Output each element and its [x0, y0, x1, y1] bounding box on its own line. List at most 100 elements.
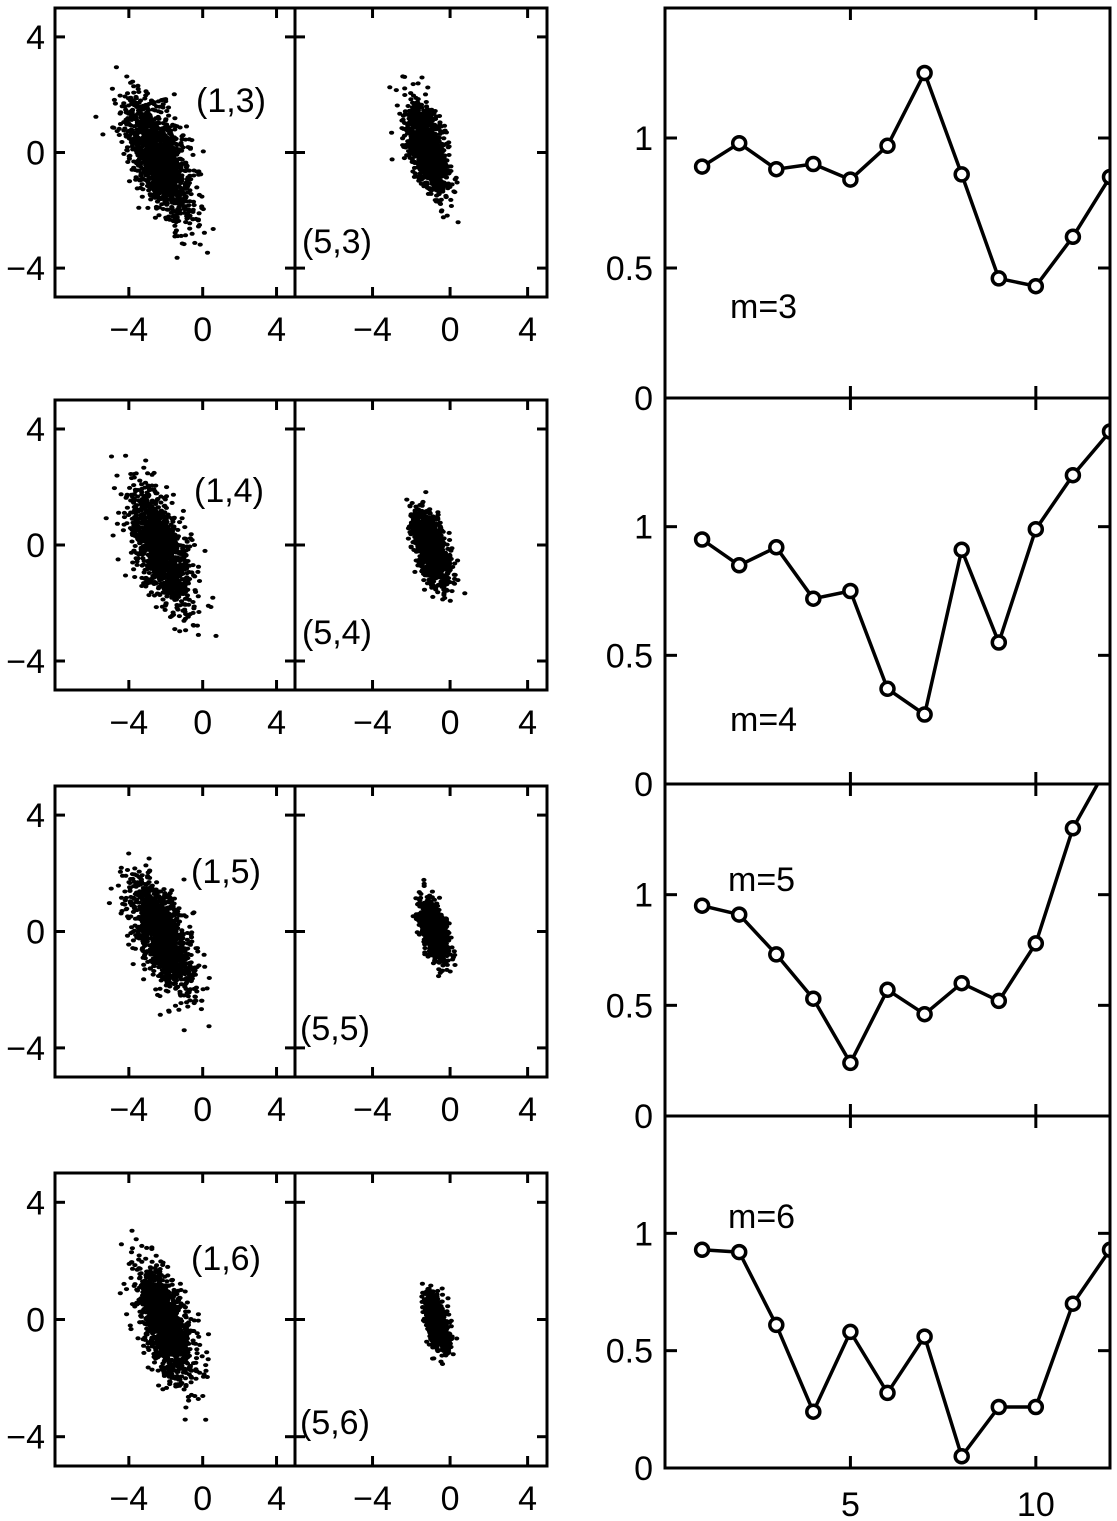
- scatter-point: [128, 80, 134, 85]
- scatter-point: [423, 548, 429, 552]
- scatter-point: [162, 607, 168, 612]
- scatter-point: [196, 172, 202, 177]
- scatter-point: [124, 145, 131, 150]
- scatter-point: [158, 500, 164, 505]
- data-point: [693, 531, 711, 548]
- scatter-point: [179, 179, 185, 183]
- scatter-point: [434, 168, 440, 173]
- scatter-point: [135, 158, 141, 163]
- scatter-point: [156, 511, 162, 516]
- scatter-points: [93, 65, 216, 260]
- scatter-point: [157, 104, 163, 109]
- scatter-point: [172, 116, 178, 121]
- scatter-point: [159, 545, 165, 549]
- scatter-point: [183, 553, 189, 558]
- scatter-point: [409, 122, 415, 127]
- scatter-point: [139, 504, 146, 509]
- scatter-point: [197, 242, 203, 247]
- scatter-point: [407, 530, 413, 534]
- scatter-point: [410, 82, 416, 87]
- scatter-point: [430, 143, 436, 148]
- scatter-point: [179, 516, 185, 521]
- scatter-point: [137, 478, 143, 483]
- scatter-point: [160, 207, 166, 211]
- scatter-point: [430, 594, 436, 599]
- scatter-point: [184, 588, 190, 593]
- scatter-point: [430, 111, 436, 116]
- scatter-point: [184, 211, 190, 216]
- scatter-point: [177, 520, 183, 525]
- scatter-point: [173, 178, 179, 183]
- scatter-point: [416, 157, 422, 162]
- data-point: [1064, 228, 1082, 246]
- scatter-point: [149, 483, 155, 488]
- scatter-point: [188, 532, 194, 537]
- scatter-point: [184, 596, 190, 601]
- data-point: [730, 134, 748, 152]
- scatter-point: [173, 157, 180, 162]
- scatter-point: [114, 473, 120, 478]
- scatter-point: [170, 138, 176, 143]
- scatter-point: [201, 230, 207, 235]
- scatter-point: [138, 125, 144, 130]
- scatter-point: [141, 465, 147, 470]
- scatter-point: [136, 205, 142, 210]
- scatter-point: [155, 561, 161, 566]
- scatter-point: [174, 192, 180, 197]
- scatter-point: [133, 471, 139, 476]
- scatter-point: [440, 563, 446, 568]
- scatter-point: [141, 535, 148, 540]
- scatter-point: [168, 128, 174, 133]
- scatter-point: [408, 97, 414, 102]
- scatter-point: [126, 179, 133, 184]
- scatter-point: [400, 74, 406, 79]
- scatter-point: [155, 190, 161, 195]
- scatter-point: [424, 160, 430, 165]
- scatter-point: [171, 92, 177, 97]
- scatter-point: [135, 87, 141, 91]
- axes-frame: [663, 6, 1112, 400]
- scatter-point: [179, 200, 185, 205]
- scatter-point: [179, 137, 185, 142]
- scatter-point: [128, 117, 135, 122]
- scatter-point: [160, 102, 166, 107]
- scatter-point: [439, 574, 445, 579]
- scatter-point: [124, 494, 130, 499]
- scatter-point: [441, 587, 447, 592]
- scatter-point: [195, 224, 202, 229]
- scatter-point: [408, 523, 414, 528]
- scatter-point: [169, 559, 175, 564]
- scatter-point: [408, 91, 414, 96]
- scatter-point: [417, 131, 423, 136]
- scatter-point: [173, 591, 179, 596]
- x-tick-label: 4: [267, 311, 286, 349]
- scatter-point: [424, 581, 431, 586]
- scatter-point: [408, 129, 414, 134]
- scatter-point: [423, 490, 429, 495]
- scatter-point: [192, 574, 198, 579]
- y-tick-label: −4: [6, 250, 45, 288]
- scatter-point: [175, 211, 181, 216]
- scatter-point: [142, 544, 148, 549]
- y-tick-label: 1: [634, 120, 653, 158]
- scatter-point: [163, 117, 169, 122]
- panel-label: (5,3): [302, 223, 372, 261]
- scatter-point: [148, 566, 154, 571]
- scatter-point: [160, 175, 166, 180]
- scatter-point: [455, 220, 461, 225]
- scatter-point: [156, 592, 162, 597]
- scatter-point: [411, 134, 417, 139]
- scatter-point: [192, 240, 198, 245]
- x-tick-label: −4: [109, 311, 148, 349]
- scatter-point: [196, 169, 202, 174]
- scatter-point: [161, 495, 167, 500]
- scatter-point: [190, 623, 196, 627]
- scatter-point: [186, 137, 192, 142]
- scatter-point: [199, 206, 205, 211]
- scatter-point: [437, 120, 443, 125]
- scatter-point: [423, 100, 429, 104]
- scatter-point: [127, 136, 133, 141]
- scatter-point: [135, 488, 141, 492]
- scatter-point: [164, 109, 170, 113]
- scatter-point: [164, 139, 170, 144]
